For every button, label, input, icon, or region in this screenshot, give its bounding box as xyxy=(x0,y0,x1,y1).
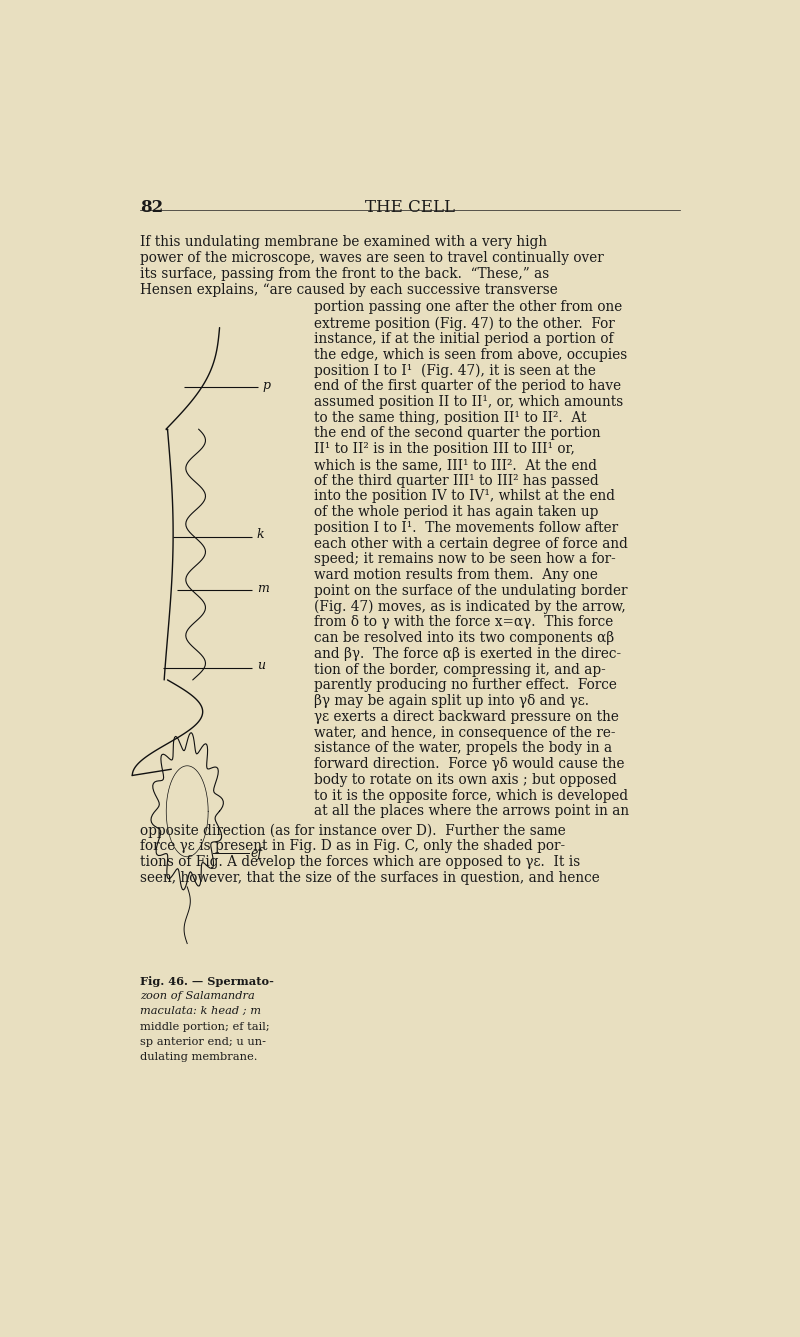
Text: which is the same, III¹ to III².  At the end: which is the same, III¹ to III². At the … xyxy=(314,459,597,472)
Text: u: u xyxy=(257,659,265,673)
Text: II¹ to II² is in the position III to III¹ or,: II¹ to II² is in the position III to III… xyxy=(314,443,574,456)
Text: opposite direction (as for instance over D).  Further the same: opposite direction (as for instance over… xyxy=(140,824,566,838)
Text: THE CELL: THE CELL xyxy=(365,198,455,215)
Text: tions of Fig. A develop the forces which are opposed to γε.  It is: tions of Fig. A develop the forces which… xyxy=(140,854,581,869)
Text: force γε is present in Fig. D as in Fig. C, only the shaded por-: force γε is present in Fig. D as in Fig.… xyxy=(140,840,566,853)
Text: each other with a certain degree of force and: each other with a certain degree of forc… xyxy=(314,536,628,551)
Text: dulating membrane.: dulating membrane. xyxy=(140,1052,258,1062)
Text: the end of the second quarter the portion: the end of the second quarter the portio… xyxy=(314,427,601,440)
Text: ward motion results from them.  Any one: ward motion results from them. Any one xyxy=(314,568,598,582)
Text: assumed position II to II¹, or, which amounts: assumed position II to II¹, or, which am… xyxy=(314,394,623,409)
Text: instance, if at the initial period a portion of: instance, if at the initial period a por… xyxy=(314,332,614,346)
Text: sistance of the water, propels the body in a: sistance of the water, propels the body … xyxy=(314,742,612,755)
Text: 82: 82 xyxy=(140,198,163,215)
Text: body to rotate on its own axis ; but opposed: body to rotate on its own axis ; but opp… xyxy=(314,773,617,787)
Text: to the same thing, position II¹ to II².  At: to the same thing, position II¹ to II². … xyxy=(314,410,586,425)
Text: (Fig. 47) moves, as is indicated by the arrow,: (Fig. 47) moves, as is indicated by the … xyxy=(314,600,626,614)
Text: m: m xyxy=(257,582,269,595)
Text: end of the first quarter of the period to have: end of the first quarter of the period t… xyxy=(314,380,621,393)
Text: of the whole period it has again taken up: of the whole period it has again taken u… xyxy=(314,505,598,519)
Text: into the position IV to IV¹, whilst at the end: into the position IV to IV¹, whilst at t… xyxy=(314,489,615,504)
Text: at all the places where the arrows point in an: at all the places where the arrows point… xyxy=(314,805,629,818)
Text: parently producing no further effect.  Force: parently producing no further effect. Fo… xyxy=(314,678,617,693)
Text: point on the surface of the undulating border: point on the surface of the undulating b… xyxy=(314,584,627,598)
Text: seen, however, that the size of the surfaces in question, and hence: seen, however, that the size of the surf… xyxy=(140,870,600,885)
Text: k: k xyxy=(257,528,265,541)
Text: can be resolved into its two components αβ: can be resolved into its two components … xyxy=(314,631,614,646)
Text: forward direction.  Force γδ would cause the: forward direction. Force γδ would cause … xyxy=(314,757,624,771)
Text: to it is the opposite force, which is developed: to it is the opposite force, which is de… xyxy=(314,789,628,802)
Text: of the third quarter III¹ to III² has passed: of the third quarter III¹ to III² has pa… xyxy=(314,473,598,488)
Text: Fig. 46. — Spermato-: Fig. 46. — Spermato- xyxy=(140,976,274,987)
Text: sp anterior end; u un-: sp anterior end; u un- xyxy=(140,1036,266,1047)
Text: position I to I¹  (Fig. 47), it is seen at the: position I to I¹ (Fig. 47), it is seen a… xyxy=(314,364,596,378)
Text: middle portion; ef tail;: middle portion; ef tail; xyxy=(140,1021,270,1032)
Text: water, and hence, in consequence of the re-: water, and hence, in consequence of the … xyxy=(314,726,615,739)
Text: extreme position (Fig. 47) to the other.  For: extreme position (Fig. 47) to the other.… xyxy=(314,317,614,330)
Text: its surface, passing from the front to the back.  “These,” as: its surface, passing from the front to t… xyxy=(140,267,550,281)
Text: the edge, which is seen from above, occupies: the edge, which is seen from above, occu… xyxy=(314,348,627,362)
Text: maculata: k head ; m: maculata: k head ; m xyxy=(140,1007,262,1016)
Text: position I to I¹.  The movements follow after: position I to I¹. The movements follow a… xyxy=(314,521,618,535)
Text: Hensen explains, “are caused by each successive transverse: Hensen explains, “are caused by each suc… xyxy=(140,283,558,297)
Text: from δ to γ with the force x=αγ.  This force: from δ to γ with the force x=αγ. This fo… xyxy=(314,615,613,630)
Text: zoon of Salamandra: zoon of Salamandra xyxy=(140,991,255,1001)
Text: βγ may be again split up into γδ and γε.: βγ may be again split up into γδ and γε. xyxy=(314,694,589,709)
Text: ef: ef xyxy=(251,846,263,860)
Text: tion of the border, compressing it, and ap-: tion of the border, compressing it, and … xyxy=(314,663,606,677)
Text: portion passing one after the other from one: portion passing one after the other from… xyxy=(314,301,622,314)
Text: power of the microscope, waves are seen to travel continually over: power of the microscope, waves are seen … xyxy=(140,251,604,265)
Text: speed; it remains now to be seen how a for-: speed; it remains now to be seen how a f… xyxy=(314,552,616,567)
Text: γε exerts a direct backward pressure on the: γε exerts a direct backward pressure on … xyxy=(314,710,618,723)
Text: p: p xyxy=(262,378,270,392)
Text: and βγ.  The force αβ is exerted in the direc-: and βγ. The force αβ is exerted in the d… xyxy=(314,647,621,660)
Text: If this undulating membrane be examined with a very high: If this undulating membrane be examined … xyxy=(140,234,547,249)
